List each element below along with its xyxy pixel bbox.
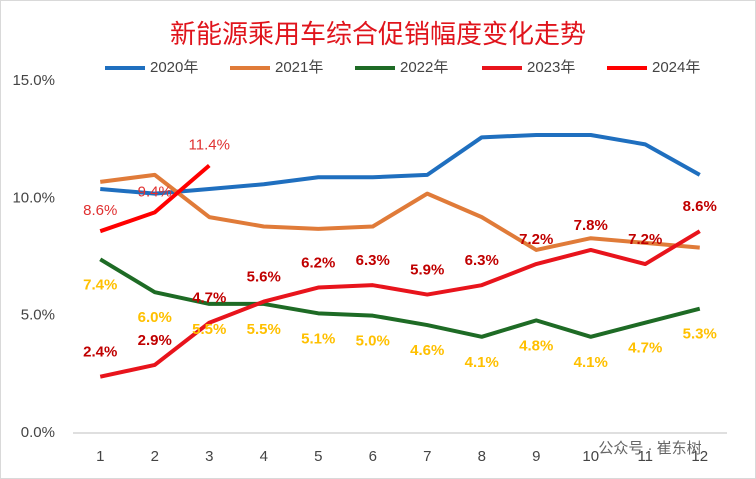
legend-label: 2021年 bbox=[275, 59, 323, 76]
y-tick-label: 0.0% bbox=[21, 424, 55, 441]
x-tick-label: 10 bbox=[582, 448, 599, 465]
y-tick-label: 5.0% bbox=[21, 307, 55, 324]
data-label: 2.9% bbox=[138, 332, 172, 349]
y-tick-label: 15.0% bbox=[12, 72, 55, 89]
data-label: 6.3% bbox=[356, 252, 390, 269]
x-tick-label: 1 bbox=[96, 448, 104, 465]
series-line bbox=[99, 163, 211, 234]
x-tick-label: 2 bbox=[151, 448, 159, 465]
legend-label: 2024年 bbox=[652, 59, 700, 76]
x-tick-label: 6 bbox=[369, 448, 377, 465]
data-label: 7.2% bbox=[628, 231, 662, 248]
series-line bbox=[99, 229, 701, 379]
x-tick-label: 4 bbox=[260, 448, 268, 465]
x-tick-label: 12 bbox=[691, 448, 708, 465]
series-line bbox=[99, 257, 701, 339]
chart-title: 新能源乘用车综合促销幅度变化走势 bbox=[170, 19, 586, 49]
data-label: 4.7% bbox=[628, 340, 662, 357]
data-label: 5.9% bbox=[410, 262, 444, 279]
x-tick-label: 5 bbox=[314, 448, 322, 465]
data-label: 4.8% bbox=[519, 337, 553, 354]
x-tick-label: 11 bbox=[637, 448, 653, 465]
data-label: 7.2% bbox=[519, 231, 553, 248]
data-label: 8.6% bbox=[83, 202, 117, 219]
legend-label: 2022年 bbox=[400, 59, 448, 76]
data-label: 5.6% bbox=[247, 269, 281, 286]
data-label: 7.8% bbox=[574, 217, 608, 234]
data-label: 9.4% bbox=[138, 183, 172, 200]
data-label: 11.4% bbox=[189, 136, 230, 153]
x-tick-label: 8 bbox=[478, 448, 486, 465]
legend-label: 2020年 bbox=[150, 59, 198, 76]
watermark: 公众号 · 崔东树 bbox=[598, 440, 701, 457]
data-label: 5.5% bbox=[247, 321, 281, 338]
data-label: 2.4% bbox=[83, 344, 117, 361]
data-label: 6.2% bbox=[301, 254, 335, 271]
data-label: 6.0% bbox=[138, 309, 172, 326]
data-label: 5.3% bbox=[683, 326, 717, 343]
data-label: 6.3% bbox=[465, 252, 499, 269]
x-tick-label: 9 bbox=[532, 448, 540, 465]
data-label: 4.7% bbox=[192, 290, 226, 307]
legend-label: 2023年 bbox=[527, 59, 575, 76]
y-tick-label: 10.0% bbox=[12, 189, 55, 206]
x-tick-label: 3 bbox=[205, 448, 213, 465]
data-label: 7.4% bbox=[83, 276, 117, 293]
data-label: 5.0% bbox=[356, 333, 390, 350]
x-tick-label: 7 bbox=[423, 448, 431, 465]
data-label: 4.1% bbox=[465, 354, 499, 371]
series-line bbox=[99, 172, 700, 252]
data-label: 4.1% bbox=[574, 354, 608, 371]
data-label: 5.5% bbox=[192, 321, 226, 338]
data-label: 4.6% bbox=[410, 342, 444, 359]
series-line bbox=[100, 132, 701, 196]
data-label: 5.1% bbox=[301, 330, 335, 347]
data-label: 8.6% bbox=[683, 198, 717, 215]
